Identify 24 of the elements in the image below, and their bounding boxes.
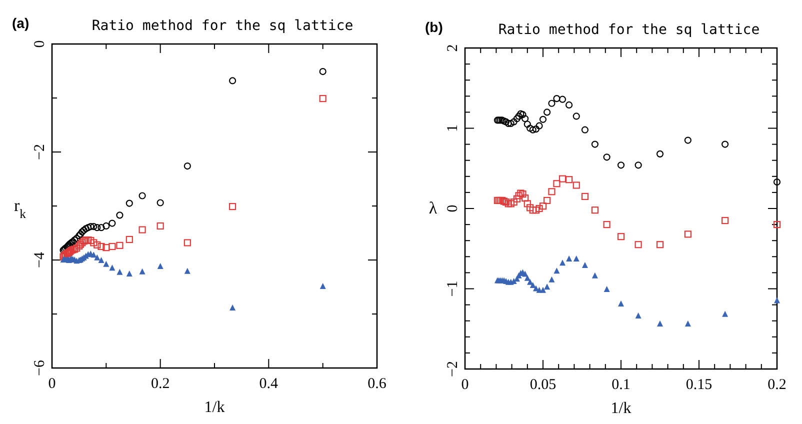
text: (b) [425,19,443,35]
y-tick-label: 2 [445,44,461,52]
y-tick-label: −6 [32,360,48,376]
y-tick-label: −2 [32,144,48,160]
x-tick-label: 0.6 [368,376,387,392]
x-tick-label: 0.2 [150,376,170,392]
y-tick-label: 1 [445,124,461,132]
y-axis-title: λ [428,198,438,218]
x-tick-label: 0.15 [686,377,712,393]
y-tick-label: 0 [445,204,461,212]
x-tick-label: 0.4 [259,376,279,392]
y-tick-label: −4 [32,252,48,268]
y-axis-title: r$_{k}$ [14,196,27,221]
x-tick-label: 0.1 [612,377,630,393]
x-tick-label: 0.2 [768,377,786,393]
text: (a) [12,15,30,31]
x-axis-title: 1/k [204,399,225,416]
x-axis-title: 1/k [610,400,632,417]
y-tick-label: −1 [445,280,461,297]
chart-title: Ratio method for the sq lattice [92,18,354,34]
y-tick-label: 0 [32,40,48,48]
x-tick-label: 0.05 [530,377,556,393]
y-tick-label: −2 [445,361,461,377]
chart-title: Ratio method for the sq lattice [498,22,760,38]
